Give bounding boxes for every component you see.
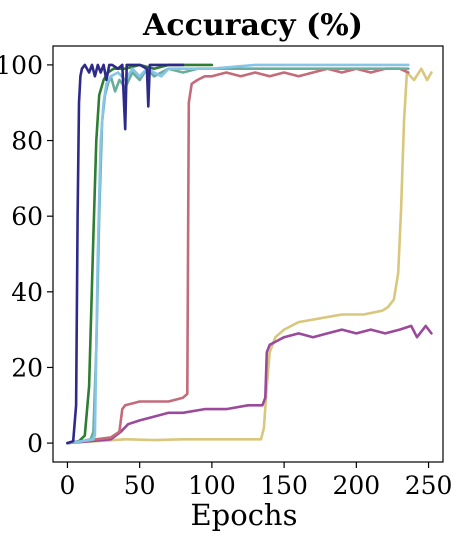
x-tick-label: 0	[59, 471, 75, 500]
x-tick-label: 200	[332, 471, 380, 500]
plot-frame	[53, 46, 443, 462]
y-tick-label: 40	[11, 278, 43, 307]
series-line-6	[67, 65, 408, 443]
y-tick-label: 100	[0, 51, 43, 80]
series-line-1	[67, 69, 431, 443]
y-tick-label: 80	[11, 127, 43, 156]
x-tick-label: 250	[405, 471, 453, 500]
series-line-2	[67, 326, 431, 443]
x-tick-label: 150	[260, 471, 308, 500]
y-tick-label: 60	[11, 202, 43, 231]
y-tick-label: 0	[27, 429, 43, 458]
series-line-3	[67, 69, 408, 443]
x-axis: 0 50 100 150 200 250	[59, 462, 452, 500]
chart-title: Accuracy (%)	[142, 8, 363, 43]
series-line-4	[67, 69, 408, 443]
y-axis: 0 20 40 60 80 100	[0, 51, 53, 458]
x-axis-label: Epochs	[191, 498, 298, 532]
series-line-7	[67, 65, 183, 443]
x-tick-label: 50	[124, 471, 156, 500]
series-layer	[67, 65, 431, 443]
y-tick-label: 20	[11, 353, 43, 382]
x-tick-label: 100	[188, 471, 236, 500]
series-line-5	[67, 65, 212, 443]
